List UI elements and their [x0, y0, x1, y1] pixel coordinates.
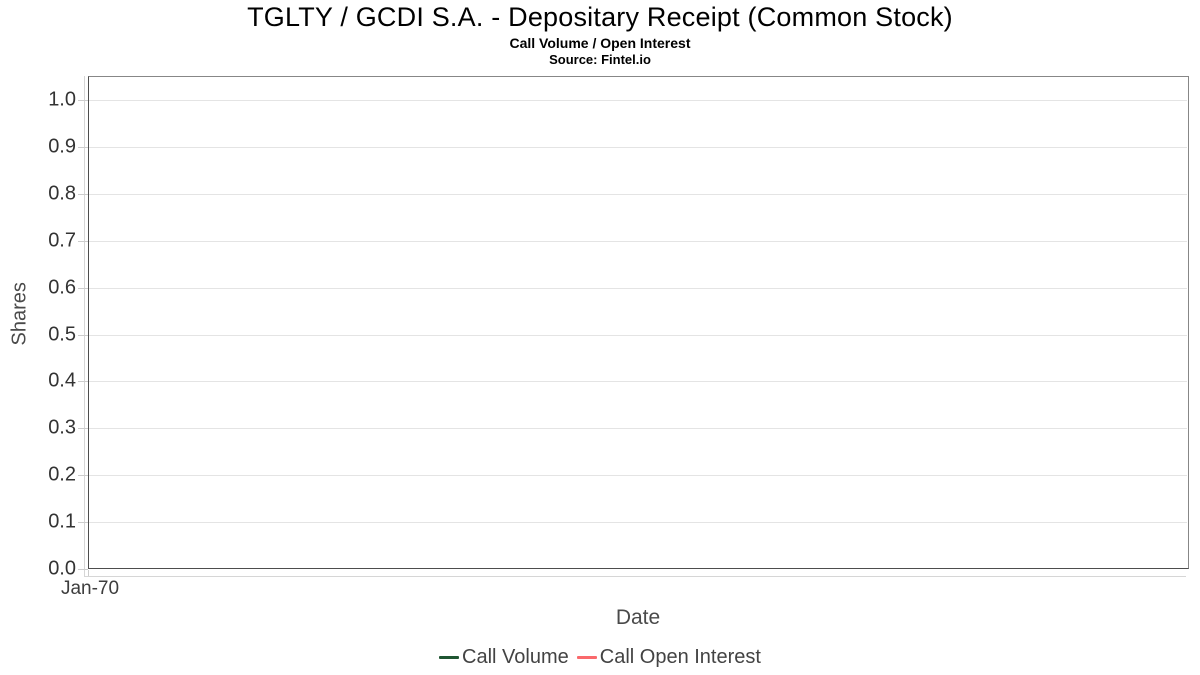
y-axis-tick-label: 0.9	[48, 135, 76, 158]
y-axis-tick-mark	[78, 428, 88, 429]
plot-area	[88, 76, 1189, 569]
chart-subtitle: Call Volume / Open Interest	[509, 35, 691, 51]
gridline	[89, 335, 1187, 336]
y-axis-tick-mark	[78, 522, 88, 523]
x-axis-title: Date	[615, 606, 661, 629]
y-axis-tick-mark	[78, 335, 88, 336]
legend: Call Volume Call Open Interest	[0, 646, 1200, 669]
y-axis-tick-label: 1.0	[48, 88, 76, 111]
x-axis-tick-mark	[88, 570, 89, 576]
y-axis-tick-mark	[78, 100, 88, 101]
gridline	[89, 288, 1187, 289]
y-axis-tick-mark	[78, 381, 88, 382]
y-axis-tick-label: 0.5	[48, 323, 76, 346]
x-axis-tick-label: Jan-70	[60, 578, 120, 599]
y-axis-line	[84, 76, 85, 576]
gridline	[89, 241, 1187, 242]
y-axis-tick-label: 0.7	[48, 229, 76, 252]
y-axis-tick-mark	[78, 475, 88, 476]
chart-source: Source: Fintel.io	[549, 52, 651, 67]
call-open-interest-line-swatch	[576, 656, 597, 659]
legend-item-call-open-interest[interactable]: Call Open Interest	[576, 646, 761, 669]
gridline	[89, 100, 1187, 101]
y-axis-tick-mark	[78, 194, 88, 195]
y-axis-tick-label: 0.1	[48, 510, 76, 533]
y-axis-tick-label: 0.8	[48, 182, 76, 205]
call-volume-line-swatch	[439, 656, 460, 659]
y-axis-tick-mark	[78, 288, 88, 289]
y-axis-tick-mark	[78, 569, 88, 570]
legend-item-call-volume[interactable]: Call Volume	[439, 646, 569, 669]
gridline	[89, 475, 1187, 476]
y-axis-tick-label: 0.6	[48, 276, 76, 299]
x-axis-line	[84, 576, 1186, 577]
y-axis-tick-label: 0.2	[48, 463, 76, 486]
y-axis-tick-mark	[78, 241, 88, 242]
gridline	[89, 194, 1187, 195]
gridline	[89, 381, 1187, 382]
gridline	[89, 147, 1187, 148]
y-axis-tick-label: 0.4	[48, 369, 76, 392]
legend-label-call-open-interest: Call Open Interest	[599, 646, 761, 668]
legend-label-call-volume: Call Volume	[462, 646, 569, 668]
gridline	[89, 428, 1187, 429]
y-axis-tick-label: 0.0	[48, 557, 76, 580]
y-axis-tick-mark	[78, 147, 88, 148]
gridline	[89, 522, 1187, 523]
y-axis-tick-label: 0.3	[48, 416, 76, 439]
chart-title: TGLTY / GCDI S.A. - Depositary Receipt (…	[247, 2, 953, 32]
